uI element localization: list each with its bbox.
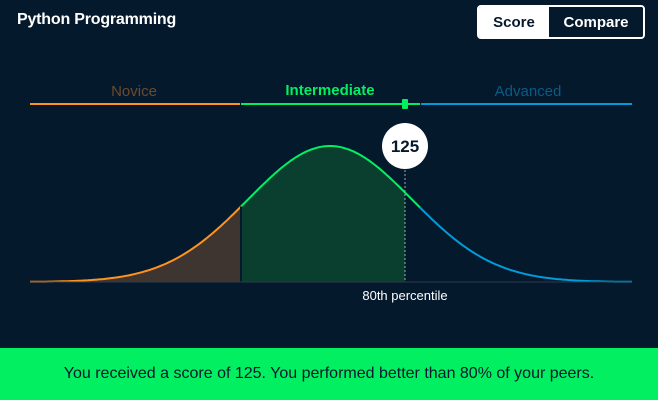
novice-region-fill xyxy=(30,206,241,282)
score-value: 125 xyxy=(391,137,419,156)
page-title: Python Programming xyxy=(17,11,177,28)
result-message: You received a score of 125. You perform… xyxy=(63,365,595,382)
intermediate-curve xyxy=(240,145,421,209)
percentile-label: 80th percentile xyxy=(362,288,447,303)
advanced-curve xyxy=(419,206,632,283)
level-label-advanced: Advanced xyxy=(495,83,562,100)
intermediate-region-fill xyxy=(241,146,405,282)
score-bubble xyxy=(382,123,428,169)
level-label-intermediate: Intermediate xyxy=(285,82,374,99)
result-banner: You received a score of 125. You perform… xyxy=(0,348,658,400)
header: Python Programming Score Compare xyxy=(0,0,658,44)
compare-tab[interactable]: Compare xyxy=(549,7,643,37)
level-label-novice: Novice xyxy=(111,83,157,100)
score-distribution-chart: Novice Intermediate Advanced 125 80th pe… xyxy=(30,82,632,303)
score-tab[interactable]: Score xyxy=(479,7,549,37)
score-marker-tick xyxy=(402,99,408,109)
novice-curve xyxy=(30,205,242,283)
view-toggle[interactable]: Score Compare xyxy=(477,5,645,39)
